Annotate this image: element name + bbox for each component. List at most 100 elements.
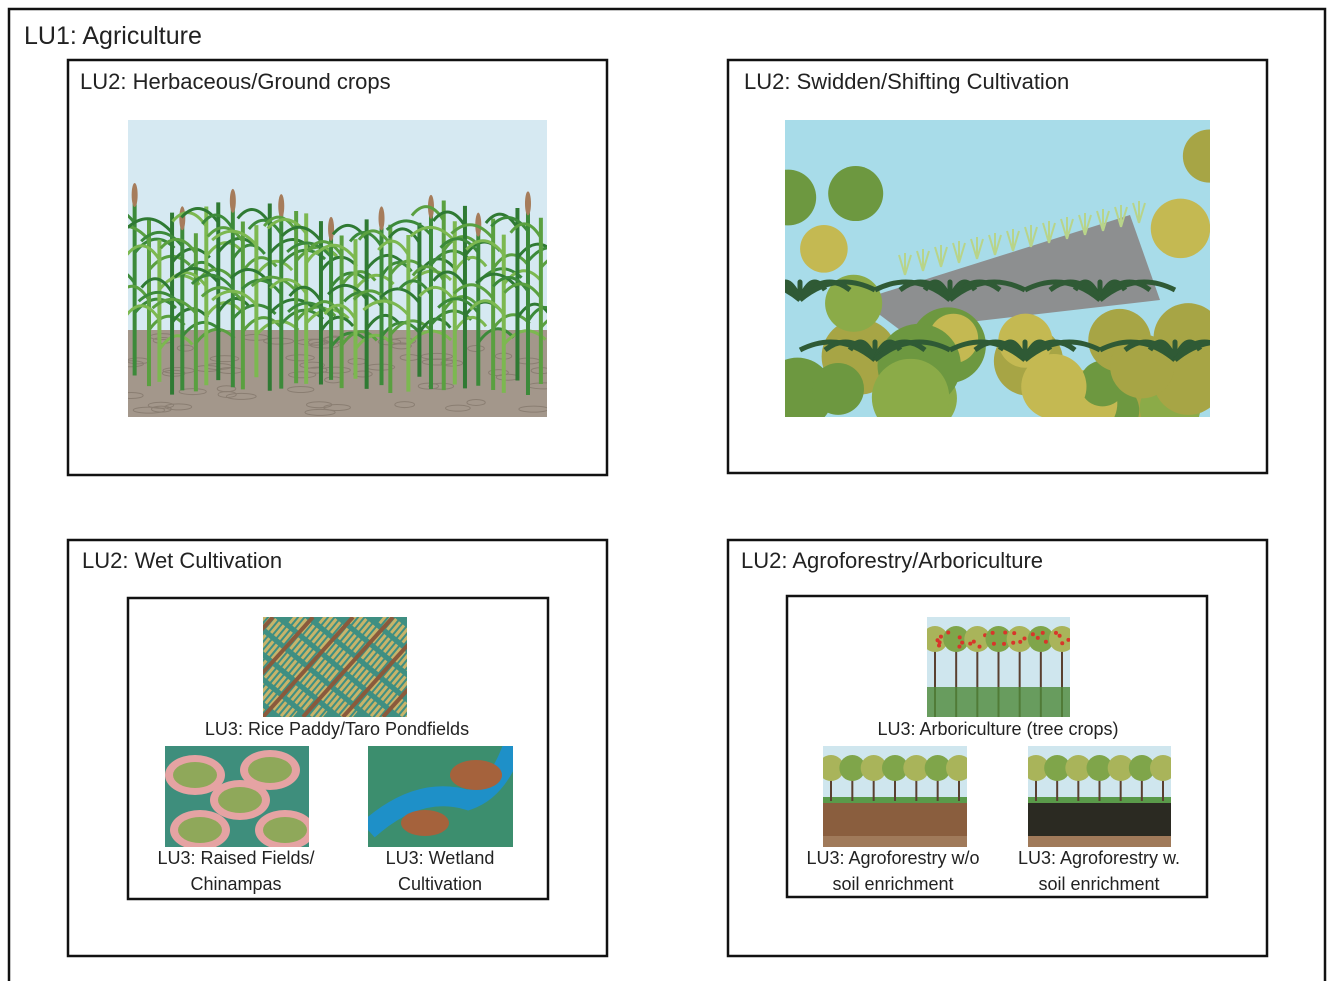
leaf [469, 299, 506, 316]
crown [1107, 755, 1134, 781]
panel-title: LU2: Agroforestry/Arboriculture [741, 548, 1043, 573]
bund [413, 617, 533, 717]
crown [1049, 626, 1070, 652]
palm [873, 339, 952, 362]
leaf [411, 265, 446, 282]
item-label: LU3: Arboriculture (tree crops) [877, 719, 1118, 739]
tassel [179, 206, 186, 231]
leaf [128, 213, 136, 224]
leaf [477, 327, 515, 344]
clod [209, 355, 240, 363]
tassel [229, 188, 236, 213]
item-label: LU3: Wetland [386, 848, 495, 868]
inner-box [785, 594, 1209, 899]
inner-box [126, 596, 550, 901]
fruit [990, 630, 995, 635]
item-label: soil enrichment [832, 874, 953, 894]
leaf [380, 321, 420, 338]
fruit [946, 630, 951, 635]
leaf [539, 319, 547, 329]
crown [964, 626, 991, 652]
leaf [206, 226, 245, 243]
fruit [957, 644, 962, 649]
item-label: LU3: Agroforestry w/o [806, 848, 979, 868]
panel-box [66, 538, 609, 958]
clod [352, 370, 373, 378]
fruit [971, 639, 976, 644]
fruit [1022, 636, 1027, 641]
leaf [509, 222, 543, 239]
bund [288, 617, 407, 717]
fruit [1030, 632, 1035, 637]
leaf [452, 283, 495, 300]
leaf [315, 243, 357, 261]
bund [263, 617, 388, 717]
fruit [957, 635, 962, 640]
clod [285, 354, 315, 362]
fruit [1060, 641, 1065, 646]
leaf [167, 271, 208, 288]
leaf [539, 259, 547, 269]
foliage [828, 166, 884, 222]
crop [934, 245, 948, 268]
path [263, 617, 315, 676]
palm [798, 279, 877, 302]
field [450, 760, 502, 790]
clod [176, 344, 194, 352]
leaf [241, 316, 282, 333]
path [263, 617, 355, 717]
crown [1044, 755, 1071, 781]
leaf [491, 253, 529, 270]
bund [263, 632, 358, 717]
crop [1042, 221, 1056, 244]
leaf [365, 254, 406, 271]
leaf [247, 218, 283, 235]
leaf [229, 268, 271, 285]
leaf [147, 254, 191, 272]
leaf [288, 285, 323, 302]
foliage [812, 363, 864, 415]
leaf [439, 237, 480, 254]
leaf [180, 207, 220, 224]
fruit [935, 638, 940, 643]
leaf [287, 301, 333, 318]
subsoil [823, 836, 967, 847]
crop [970, 237, 984, 260]
tassel [131, 183, 138, 208]
fruit [1002, 641, 1007, 646]
image [368, 746, 513, 847]
foliage [1150, 198, 1210, 259]
crown [839, 755, 866, 781]
crop [218, 787, 262, 813]
crown [1150, 755, 1171, 781]
leaf [140, 277, 174, 294]
crop [898, 253, 912, 276]
panel-title: LU2: Wet Cultivation [82, 548, 282, 573]
clod [304, 408, 336, 416]
leaf [319, 315, 355, 332]
leaf [159, 237, 198, 255]
fruit [1066, 637, 1070, 642]
leaf [128, 217, 174, 234]
crown [882, 755, 908, 781]
foliage [1021, 353, 1087, 417]
clod [428, 382, 455, 390]
fruit [1018, 639, 1023, 644]
leaf [387, 227, 421, 244]
lu1-box [7, 7, 1327, 981]
leaf [362, 299, 410, 316]
leaf [484, 212, 519, 229]
image [1028, 746, 1171, 847]
leaf [250, 275, 298, 293]
bund [318, 617, 407, 697]
clod [128, 360, 145, 368]
fruit [1012, 631, 1017, 636]
path [263, 617, 275, 632]
clod [288, 371, 317, 379]
clod [299, 361, 325, 369]
crop [1078, 213, 1092, 236]
leaf [432, 210, 467, 227]
understory [927, 687, 1070, 717]
image [128, 120, 547, 417]
